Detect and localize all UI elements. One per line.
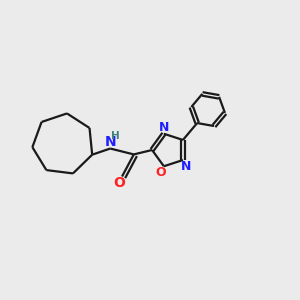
- Text: N: N: [159, 121, 169, 134]
- Text: O: O: [156, 166, 166, 179]
- Text: N: N: [181, 160, 191, 173]
- Text: O: O: [114, 176, 126, 190]
- Text: N: N: [104, 135, 116, 149]
- Text: H: H: [111, 131, 120, 141]
